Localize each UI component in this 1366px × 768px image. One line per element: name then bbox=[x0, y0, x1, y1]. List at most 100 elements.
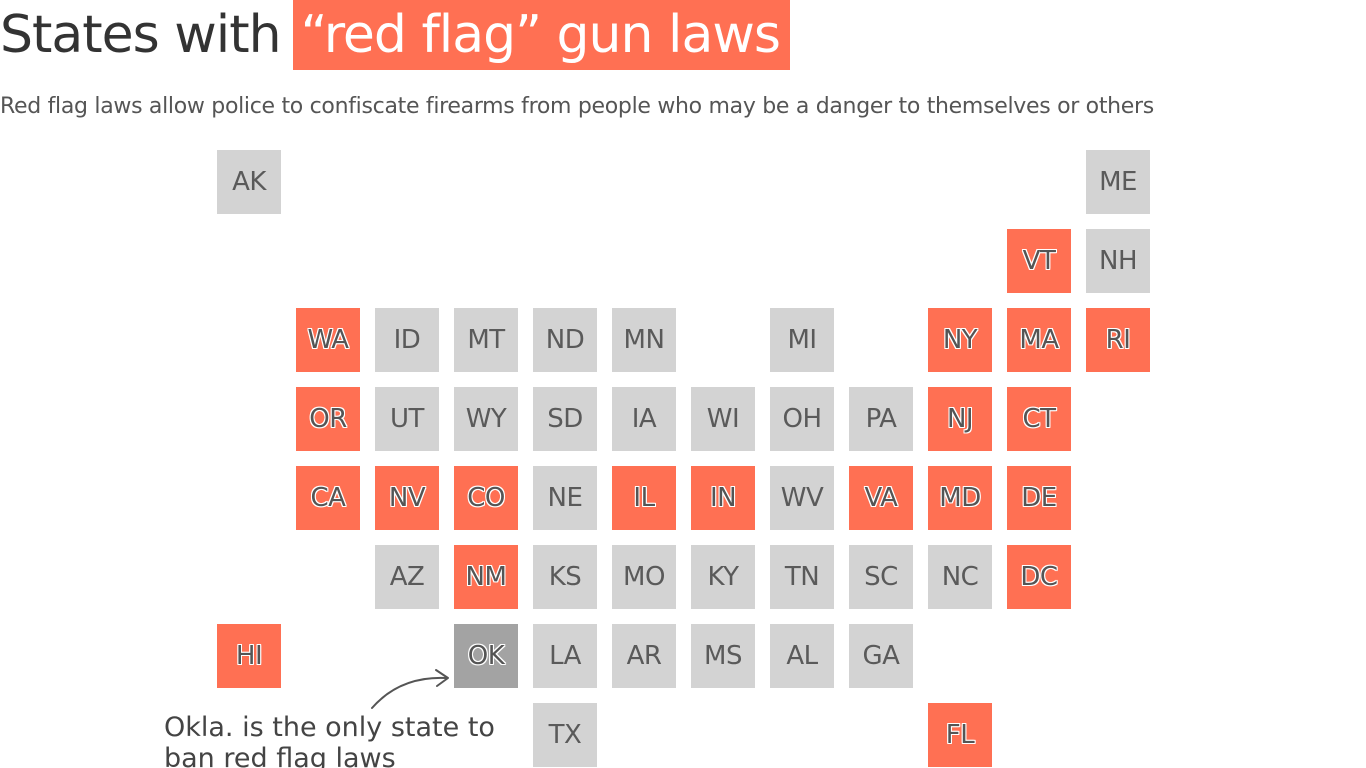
state-label: CO bbox=[467, 483, 505, 513]
state-label: NY bbox=[942, 325, 978, 355]
state-label: ND bbox=[545, 325, 585, 355]
state-tile-md: MD bbox=[928, 466, 992, 530]
state-tile-ca: CA bbox=[296, 466, 360, 530]
state-tile-ar: AR bbox=[612, 624, 676, 688]
state-label: ID bbox=[393, 325, 421, 355]
state-label: AR bbox=[626, 641, 662, 671]
state-tile-ga: GA bbox=[849, 624, 913, 688]
state-tile-az: AZ bbox=[375, 545, 439, 609]
state-label: NC bbox=[941, 562, 979, 592]
state-tile-nh: NH bbox=[1086, 229, 1150, 293]
state-tile-mo: MO bbox=[612, 545, 676, 609]
state-label: AK bbox=[232, 167, 266, 197]
state-tile-nv: NV bbox=[375, 466, 439, 530]
state-tile-il: IL bbox=[612, 466, 676, 530]
state-tile-mt: MT bbox=[454, 308, 518, 372]
state-tile-id: ID bbox=[375, 308, 439, 372]
state-tile-ky: KY bbox=[691, 545, 755, 609]
state-tile-ia: IA bbox=[612, 387, 676, 451]
state-tile-dc: DC bbox=[1007, 545, 1071, 609]
state-label: NH bbox=[1099, 246, 1138, 276]
state-label: WA bbox=[307, 325, 349, 355]
state-tile-sd: SD bbox=[533, 387, 597, 451]
page-subtitle: Red flag laws allow police to confiscate… bbox=[0, 94, 1154, 119]
state-label: ME bbox=[1099, 167, 1137, 197]
state-label: CT bbox=[1022, 404, 1056, 434]
state-tile-de: DE bbox=[1007, 466, 1071, 530]
state-label: HI bbox=[235, 641, 263, 671]
state-label: RI bbox=[1105, 325, 1131, 355]
state-label: DC bbox=[1020, 562, 1058, 592]
state-label: KY bbox=[707, 562, 739, 592]
state-tile-ok: OK bbox=[454, 624, 518, 688]
state-label: KS bbox=[548, 562, 582, 592]
state-label: OK bbox=[467, 641, 505, 671]
state-label: NJ bbox=[946, 404, 974, 434]
state-label: MD bbox=[939, 483, 981, 513]
state-label: SC bbox=[864, 562, 898, 592]
state-label: UT bbox=[390, 404, 424, 434]
state-tile-or: OR bbox=[296, 387, 360, 451]
state-tile-nm: NM bbox=[454, 545, 518, 609]
state-tile-ut: UT bbox=[375, 387, 439, 451]
state-tile-in: IN bbox=[691, 466, 755, 530]
state-label: AZ bbox=[389, 562, 425, 592]
state-tile-ks: KS bbox=[533, 545, 597, 609]
state-tile-la: LA bbox=[533, 624, 597, 688]
state-label: OH bbox=[782, 404, 822, 434]
state-label: TN bbox=[784, 562, 820, 592]
state-tile-mi: MI bbox=[770, 308, 834, 372]
state-label: CA bbox=[310, 483, 346, 513]
state-tile-ne: NE bbox=[533, 466, 597, 530]
state-tile-wv: WV bbox=[770, 466, 834, 530]
state-label: FL bbox=[945, 720, 975, 750]
state-label: MO bbox=[623, 562, 665, 592]
annotation-text: Okla. is the only state to ban red flag … bbox=[164, 712, 495, 768]
state-tile-ny: NY bbox=[928, 308, 992, 372]
state-label: NM bbox=[465, 562, 507, 592]
state-tile-nd: ND bbox=[533, 308, 597, 372]
state-label: WV bbox=[780, 483, 824, 513]
state-tile-wi: WI bbox=[691, 387, 755, 451]
state-tile-al: AL bbox=[770, 624, 834, 688]
state-tile-mn: MN bbox=[612, 308, 676, 372]
state-tile-va: VA bbox=[849, 466, 913, 530]
state-label: MS bbox=[704, 641, 742, 671]
state-tile-nc: NC bbox=[928, 545, 992, 609]
state-tile-hi: HI bbox=[217, 624, 281, 688]
state-label: IL bbox=[633, 483, 655, 513]
state-tile-ct: CT bbox=[1007, 387, 1071, 451]
state-tile-ri: RI bbox=[1086, 308, 1150, 372]
state-tile-nj: NJ bbox=[928, 387, 992, 451]
state-label: IN bbox=[709, 483, 737, 513]
title-highlight: “red flag” gun laws bbox=[292, 0, 790, 70]
state-label: TX bbox=[548, 720, 582, 750]
state-label: SD bbox=[547, 404, 583, 434]
state-tile-tn: TN bbox=[770, 545, 834, 609]
state-label: VT bbox=[1022, 246, 1056, 276]
state-label: LA bbox=[549, 641, 581, 671]
state-label: VA bbox=[864, 483, 898, 513]
state-label: AL bbox=[786, 641, 818, 671]
state-tile-vt: VT bbox=[1007, 229, 1071, 293]
title-prefix: States with bbox=[0, 5, 282, 65]
state-tile-ak: AK bbox=[217, 150, 281, 214]
state-tile-ma: MA bbox=[1007, 308, 1071, 372]
state-label: MA bbox=[1019, 325, 1059, 355]
state-tile-ms: MS bbox=[691, 624, 755, 688]
state-label: MN bbox=[623, 325, 665, 355]
state-label: PA bbox=[865, 404, 897, 434]
state-tile-oh: OH bbox=[770, 387, 834, 451]
state-tile-wy: WY bbox=[454, 387, 518, 451]
state-label: DE bbox=[1021, 483, 1057, 513]
state-label: MI bbox=[787, 325, 817, 355]
state-tile-fl: FL bbox=[928, 703, 992, 767]
state-tile-sc: SC bbox=[849, 545, 913, 609]
state-label: WI bbox=[706, 404, 740, 434]
state-label: MT bbox=[467, 325, 505, 355]
state-tile-wa: WA bbox=[296, 308, 360, 372]
state-label: OR bbox=[309, 404, 347, 434]
state-tile-tx: TX bbox=[533, 703, 597, 767]
state-tile-pa: PA bbox=[849, 387, 913, 451]
state-label: NE bbox=[547, 483, 583, 513]
